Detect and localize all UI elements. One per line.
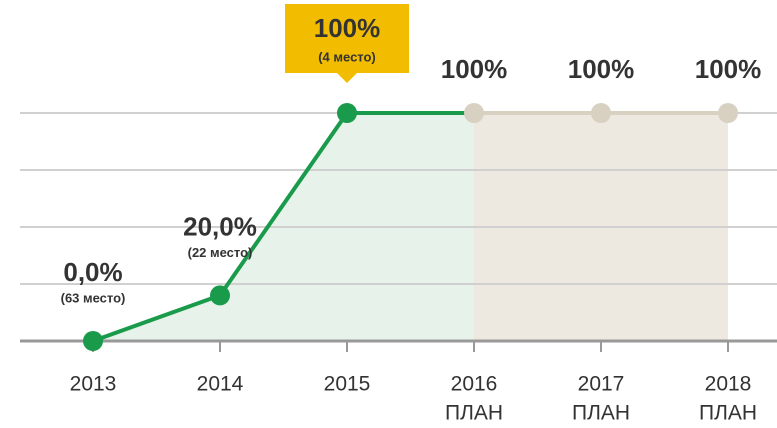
x-tick-sublabel: ПЛАН — [445, 402, 503, 425]
value-label: 20,0% — [183, 211, 257, 241]
x-tick-label: 2016 — [451, 373, 498, 396]
point — [210, 285, 230, 306]
x-tick-sublabel: ПЛАН — [699, 402, 757, 425]
value-label: 100% — [695, 54, 762, 84]
rank-label: (63 место) — [61, 290, 126, 305]
rank-label: (22 место) — [188, 245, 253, 260]
point — [337, 103, 357, 123]
x-tick-label: 2017 — [578, 373, 625, 396]
value-label: 100% — [441, 54, 508, 84]
x-tick-label: 2015 — [324, 373, 371, 396]
point — [718, 103, 738, 123]
value-label: 100% — [568, 54, 635, 84]
callout — [285, 4, 409, 83]
line-segment — [218, 111, 349, 298]
x-tick-label: 2018 — [705, 373, 752, 396]
line-segment — [91, 293, 222, 343]
x-tick-label: 2014 — [197, 373, 244, 396]
x-tick-sublabel: ПЛАН — [572, 402, 630, 425]
x-tick-label: 2013 — [70, 373, 117, 396]
value-label: 0,0% — [63, 257, 122, 287]
rank-label: (4 место) — [318, 49, 376, 64]
value-label: 100% — [314, 13, 381, 43]
point — [464, 103, 484, 123]
point — [591, 103, 611, 123]
point — [83, 331, 103, 351]
